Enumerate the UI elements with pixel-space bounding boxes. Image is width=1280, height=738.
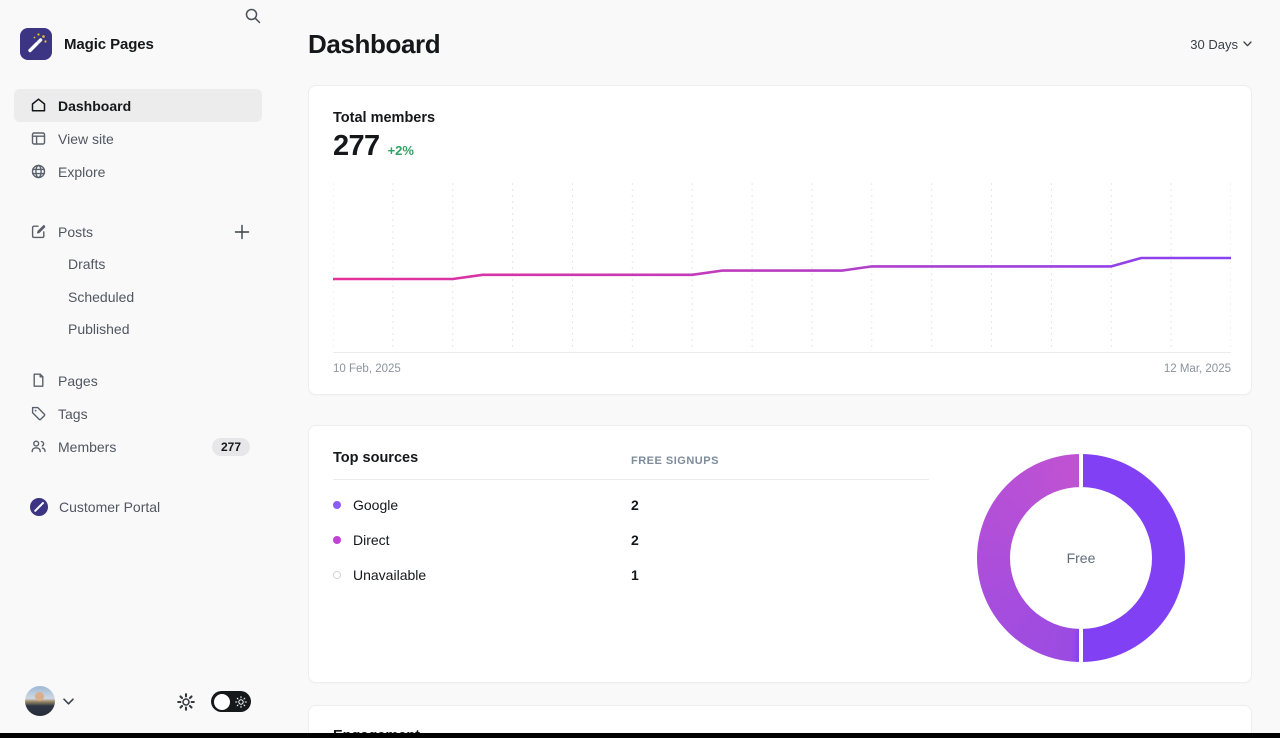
sidebar-item-label: Pages (58, 372, 98, 389)
date-range-label: 30 Days (1190, 36, 1238, 52)
site-logo[interactable] (20, 28, 52, 60)
sources-card-title: Top sources (333, 450, 419, 466)
donut-center-label: Free (1010, 487, 1152, 629)
sidebar-header: Magic Pages (20, 28, 260, 60)
globe-icon (31, 164, 46, 179)
members-count-badge: 277 (211, 437, 250, 456)
total-members-card: Total members 277 +2% 10 Feb, 2025 12 Ma… (308, 85, 1252, 395)
source-label: Direct (353, 532, 390, 548)
source-value: 2 (631, 497, 639, 513)
sidebar-item-customer-portal[interactable]: Customer Portal (14, 490, 262, 523)
toggle-knob (213, 693, 230, 710)
home-icon (31, 98, 46, 112)
sidebar-item-view-site[interactable]: View site (14, 122, 262, 155)
magic-wand-icon (28, 33, 47, 53)
source-label: Google (353, 497, 399, 513)
new-post-plus-icon[interactable] (234, 224, 250, 240)
sidebar-item-label: Members (58, 438, 117, 455)
page-header: Dashboard 30 Days (308, 26, 1252, 62)
search-icon[interactable] (244, 7, 262, 25)
chart-date-axis: 10 Feb, 2025 12 Mar, 2025 (333, 363, 1231, 375)
compose-icon (31, 224, 46, 239)
members-count: 277 (333, 130, 380, 162)
sidebar-item-scheduled[interactable]: Scheduled (14, 280, 262, 313)
portal-wand-icon (30, 497, 48, 516)
free-signups-column-header: FREE SIGNUPS (631, 455, 719, 467)
source-dot (333, 536, 341, 544)
sidebar-item-dashboard[interactable]: Dashboard (14, 89, 262, 122)
bottom-black-bar (0, 733, 1280, 738)
sidebar-item-label: Drafts (68, 255, 106, 272)
user-menu[interactable] (25, 686, 74, 716)
members-count-row: 277 +2% (333, 130, 414, 163)
page-title: Dashboard (308, 28, 441, 59)
line-chart-svg (333, 183, 1231, 351)
chart-start-date: 10 Feb, 2025 (333, 363, 401, 375)
gear-icon[interactable] (176, 692, 196, 712)
members-card-title: Total members (333, 110, 436, 126)
members-icon (31, 440, 46, 453)
date-range-select[interactable]: 30 Days (1190, 37, 1252, 52)
sidebar-item-label: View site (58, 130, 114, 147)
chart-end-date: 12 Mar, 2025 (1163, 363, 1231, 375)
sidebar-item-posts[interactable]: Posts (14, 215, 262, 248)
source-label: Unavailable (353, 567, 427, 583)
sidebar-item-published[interactable]: Published (14, 312, 262, 345)
source-row-unavailable[interactable]: Unavailable 1 (333, 558, 929, 592)
sidebar-item-drafts[interactable]: Drafts (14, 247, 262, 280)
source-dot (333, 501, 341, 509)
sidebar-item-label: Tags (58, 405, 88, 422)
sidebar-item-pages[interactable]: Pages (14, 364, 262, 397)
members-line-chart (333, 181, 1231, 353)
sun-icon (235, 695, 247, 708)
sidebar-item-label: Explore (58, 163, 106, 180)
donut-gap-top (1079, 454, 1083, 490)
browser-window-icon (31, 132, 46, 145)
source-value: 2 (631, 532, 639, 548)
source-dot (333, 571, 341, 579)
chevron-down-icon (1243, 41, 1252, 47)
source-row-direct[interactable]: Direct 2 (333, 523, 929, 557)
top-sources-card: Top sources FREE SIGNUPS Google 2 Direct… (308, 425, 1252, 683)
source-value: 1 (631, 567, 639, 583)
sidebar-item-label: Published (68, 320, 130, 337)
sidebar: Magic Pages Dashboard View site (0, 0, 280, 738)
members-donut-chart: Free (977, 454, 1185, 662)
page-icon (33, 373, 44, 387)
sidebar-item-label: Dashboard (58, 97, 132, 114)
site-title: Magic Pages (64, 35, 154, 53)
avatar (25, 686, 55, 716)
sidebar-item-explore[interactable]: Explore (14, 155, 262, 188)
members-delta: +2% (387, 143, 414, 158)
theme-toggle[interactable] (211, 691, 251, 712)
sidebar-item-tags[interactable]: Tags (14, 397, 262, 430)
divider (333, 479, 929, 480)
sidebar-footer (0, 683, 280, 738)
chevron-down-icon (63, 697, 74, 705)
sidebar-item-members[interactable]: Members 277 (14, 430, 262, 463)
sidebar-item-label: Posts (58, 223, 94, 240)
donut-gap-bottom (1079, 626, 1083, 662)
sidebar-item-label: Scheduled (68, 288, 135, 305)
source-row-google[interactable]: Google 2 (333, 488, 929, 522)
sidebar-item-label: Customer Portal (59, 498, 161, 515)
tag-icon (31, 406, 46, 421)
